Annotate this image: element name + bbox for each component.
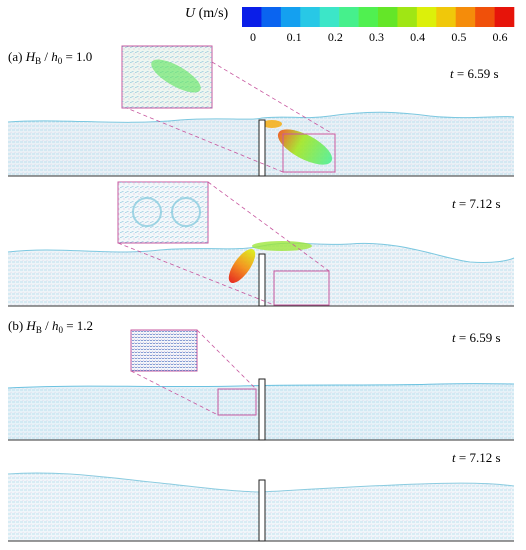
ratio-value: = 1.0	[65, 49, 93, 64]
surface-line	[7, 111, 515, 123]
colorbar-swatch	[300, 7, 321, 27]
colorbar-tick-label: 0.2	[328, 30, 343, 44]
time-label: t = 6.59 s	[452, 330, 501, 346]
symbol: h	[51, 318, 59, 333]
colorbar-unit: (m/s)	[198, 6, 229, 21]
jet-tip	[262, 120, 282, 128]
colorbar-swatch	[280, 7, 301, 27]
time-symbol: t	[450, 66, 454, 81]
time-value: = 7.12 s	[458, 196, 501, 211]
zoom-leader	[211, 61, 334, 135]
colorbar-swatch	[339, 7, 359, 27]
symbol: H	[25, 49, 36, 64]
case-b-label: (b) HB / h0 = 1.2	[8, 318, 94, 335]
inset-vortex	[171, 197, 201, 227]
time-symbol: t	[452, 196, 456, 211]
colorbar-swatch	[455, 7, 476, 27]
breakwater	[258, 378, 266, 441]
symbol-sub: 0	[57, 56, 63, 66]
colorbar-tick-label: 0.6	[493, 30, 508, 44]
zoom-box	[273, 270, 330, 306]
panel-b-t2	[7, 472, 515, 542]
colorbar-title: U (m/s)	[185, 6, 228, 22]
time-label: t = 6.59 s	[450, 66, 499, 82]
colorbar-tick-label: 0	[250, 30, 256, 44]
colorbar-variable: U	[185, 6, 196, 21]
inset-vortex	[132, 197, 162, 227]
jet-core	[228, 248, 256, 284]
surface-line	[7, 383, 515, 389]
colorbar-swatch	[319, 7, 340, 27]
zoom-leader	[123, 106, 284, 173]
time-value: = 6.59 s	[458, 330, 501, 345]
colorbar-swatch	[378, 7, 398, 27]
colorbar-swatch	[494, 7, 515, 27]
colorbar-tick-label: 0.5	[451, 30, 466, 44]
colorbar-swatch	[397, 7, 418, 27]
symbol-sub: B	[35, 56, 42, 66]
ratio-value: = 1.2	[66, 318, 94, 333]
jet-core	[277, 129, 333, 165]
symbol: H	[26, 318, 36, 333]
zoom-box	[217, 388, 257, 416]
colorbar-swatch	[242, 7, 262, 27]
colorbar-swatch	[358, 7, 379, 27]
breakwater	[258, 119, 266, 177]
time-value: = 6.59 s	[456, 66, 499, 81]
colorbar-swatch	[416, 7, 437, 27]
inset-texture	[118, 182, 208, 243]
panel-b-t1	[7, 329, 515, 441]
colorbar-tick-label: 0.1	[287, 30, 302, 44]
time-label: t = 7.12 s	[452, 450, 501, 466]
zoom-box	[282, 133, 336, 173]
panel-a-t1	[7, 45, 515, 177]
case-prefix: (a)	[8, 49, 23, 64]
time-symbol: t	[452, 330, 456, 345]
case-a-label: (a) HB / h0 = 1.0	[8, 49, 93, 66]
colorbar: 0 0.1 0.2 0.3 0.4 0.5 0.6	[242, 7, 515, 44]
breakwater	[258, 253, 266, 307]
jet-crest	[252, 241, 312, 251]
zoom-leader	[130, 370, 219, 416]
case-prefix: (b)	[8, 318, 24, 333]
breakwater	[258, 479, 266, 542]
colorbar-swatch	[436, 7, 457, 27]
inset-vortex	[151, 59, 201, 93]
panel-a-t2	[7, 181, 515, 307]
time-symbol: t	[452, 450, 456, 465]
colorbar-tick-label: 0.3	[369, 30, 384, 44]
inset-texture	[131, 330, 197, 371]
symbol: h	[51, 49, 58, 64]
colorbar-tick-label: 0.4	[410, 30, 425, 44]
symbol-sub: B	[35, 325, 42, 335]
zoom-leader	[196, 329, 257, 390]
colorbar-swatch	[261, 7, 282, 27]
time-value: = 7.12 s	[458, 450, 501, 465]
time-label: t = 7.12 s	[452, 196, 501, 212]
symbol-sub: 0	[58, 325, 63, 335]
colorbar-swatch	[475, 7, 495, 27]
